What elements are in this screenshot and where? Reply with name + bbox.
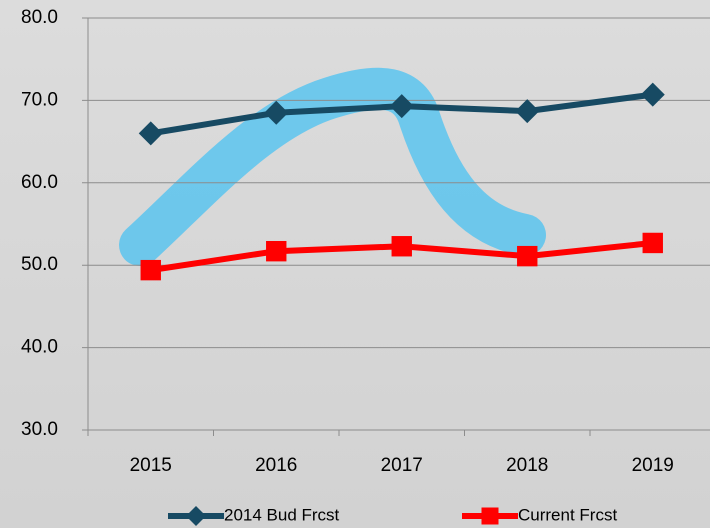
marker-square bbox=[481, 507, 499, 525]
legend-label: 2014 Bud Frcst bbox=[224, 505, 340, 524]
marker-diamond bbox=[186, 506, 206, 526]
marker-square bbox=[642, 232, 663, 254]
x-tick-label: 2015 bbox=[130, 455, 172, 476]
x-tick-label: 2016 bbox=[255, 455, 297, 476]
marker-square bbox=[140, 259, 161, 281]
highlight-stroke bbox=[119, 67, 546, 266]
marker-diamond bbox=[640, 82, 665, 107]
y-tick-label: 60.0 bbox=[21, 172, 58, 193]
x-tick-label: 2017 bbox=[381, 455, 423, 476]
x-tick-label: 2018 bbox=[506, 455, 548, 476]
marker-diamond bbox=[264, 100, 289, 125]
plot bbox=[138, 82, 665, 281]
legend-label: Current Frcst bbox=[518, 505, 617, 524]
y-tick-label: 40.0 bbox=[21, 337, 58, 358]
legend: 2014 Bud Frcst Current Frcst bbox=[168, 505, 617, 526]
y-tick-label: 70.0 bbox=[21, 89, 58, 110]
marker-diamond bbox=[389, 94, 414, 119]
marker-square bbox=[391, 236, 412, 257]
marker-diamond bbox=[515, 99, 540, 124]
y-tick-label: 50.0 bbox=[21, 254, 58, 275]
marker-square bbox=[266, 240, 287, 262]
y-tick-label: 30.0 bbox=[21, 419, 58, 440]
y-tick-label: 80.0 bbox=[21, 7, 58, 28]
marker-diamond bbox=[138, 121, 163, 146]
x-tick-label: 2019 bbox=[632, 455, 674, 476]
marker-square bbox=[517, 245, 538, 267]
